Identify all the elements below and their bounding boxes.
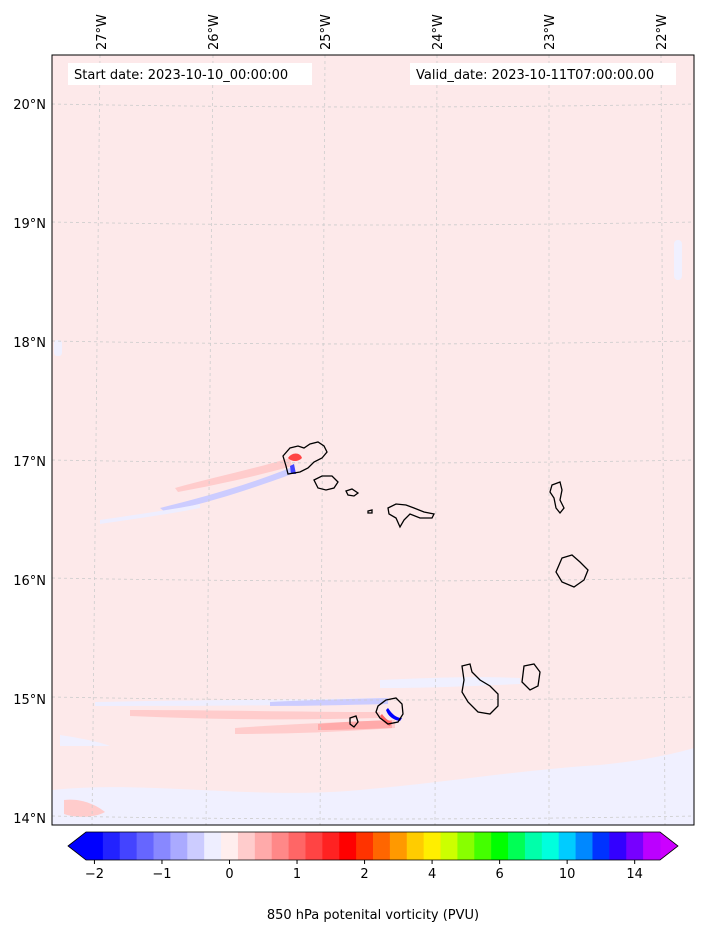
colorbar-bin: [204, 832, 222, 860]
colorbar-bin: [457, 832, 475, 860]
pv-wake-north-faint: [100, 504, 200, 524]
colorbar-tick-label: −2: [85, 867, 104, 882]
colorbar-bin: [339, 832, 357, 860]
colorbar-bin: [102, 832, 121, 860]
pv-low-patch-east: [674, 240, 682, 280]
colorbar-bin: [508, 832, 526, 860]
colorbar-bin: [305, 832, 323, 860]
colorbar-tick-label: 2: [360, 867, 368, 882]
colorbar-tick-label: −1: [152, 867, 171, 882]
colorbar-tick-label: 1: [293, 867, 301, 882]
lat-label-18n: 18°N: [13, 336, 46, 351]
coast-islet: [367, 509, 373, 514]
colorbar-bin: [474, 832, 492, 860]
pv-positive-peak-south: [380, 714, 392, 726]
colorbar-bin: [389, 832, 408, 860]
coast-brava: [349, 715, 359, 728]
colorbar-bin: [271, 832, 290, 860]
colorbar-bin: [406, 832, 425, 860]
colorbar-bin: [221, 832, 239, 860]
lat-label-17n: 17°N: [13, 455, 46, 470]
colorbar-bin: [373, 832, 391, 860]
colorbar-bin: [322, 832, 340, 860]
lon-label-22w: 22°W: [655, 14, 670, 50]
coastlines: [282, 441, 589, 728]
colorbar-tick-label: 6: [495, 867, 503, 882]
colorbar-bin: [423, 832, 442, 860]
colorbar-label: 850 hPa potenital vorticity (PVU): [267, 908, 479, 923]
lat-label-16n: 16°N: [13, 574, 46, 589]
colorbar-bin: [558, 832, 577, 860]
colorbar-bin: [170, 832, 188, 860]
colorbar-ticks: −2 −1 0 1 2 4 6 10 14: [85, 860, 643, 882]
gridlines: [51, 54, 695, 826]
valid-date-label: Valid_date: 2023-10-11T07:00:00.00: [416, 68, 654, 83]
pv-positive-peak-north: [288, 453, 302, 461]
colorbar-bin: [524, 832, 543, 860]
colorbar-bins: [86, 832, 661, 860]
colorbar-bin: [491, 832, 509, 860]
lon-label-24w: 24°W: [431, 14, 446, 50]
map-background: [52, 55, 694, 825]
colorbar-bin: [575, 832, 594, 860]
colorbar-bin: [592, 832, 610, 860]
pv-negative-peak-south: [386, 708, 402, 721]
colorbar-bin: [119, 832, 138, 860]
coast-santiago: [461, 663, 499, 715]
lat-label-15n: 15°N: [13, 693, 46, 708]
colorbar-tick-label: 0: [225, 867, 233, 882]
lon-label-23w: 23°W: [543, 14, 558, 50]
map-frame: [51, 54, 695, 826]
pv-low-region: [52, 748, 694, 825]
coast-santa-luzia: [345, 488, 360, 497]
lat-label-14n: 14°N: [13, 812, 46, 827]
colorbar-bin: [643, 832, 661, 860]
pv-low-streak: [380, 677, 520, 688]
start-date-box: [68, 63, 312, 85]
colorbar-bin: [356, 832, 374, 860]
coast-maio: [521, 663, 541, 691]
coast-santo-antao: [282, 441, 328, 475]
colorbar-extend-under: [68, 832, 86, 860]
pv-negative-peak-north: [290, 464, 296, 474]
coast-sao-vicente: [313, 475, 339, 491]
colorbar-bin: [541, 832, 560, 860]
colorbar-bin: [609, 832, 627, 860]
colorbar-bin: [254, 832, 273, 860]
colorbar-bin: [237, 832, 256, 860]
pv-low-patch-west: [54, 340, 62, 356]
start-date-label: Start date: 2023-10-10_00:00:00: [74, 68, 288, 83]
colorbar-bin: [136, 832, 155, 860]
colorbar-outline: [67, 831, 679, 861]
coast-boa-vista: [555, 554, 589, 588]
pv-wake-north-positive: [175, 458, 292, 492]
colorbar-extend-over: [660, 832, 678, 860]
colorbar-bin: [626, 832, 644, 860]
lat-label-20n: 20°N: [13, 98, 46, 113]
pv-wake-south-positive: [130, 710, 380, 720]
coast-fogo: [375, 697, 404, 725]
lon-label-25w: 25°W: [319, 14, 334, 50]
pv-low-patch: [60, 735, 110, 746]
lat-label-19n: 19°N: [13, 217, 46, 232]
coast-sal: [549, 481, 565, 515]
colorbar-tick-label: 10: [559, 867, 576, 882]
colorbar-bin: [86, 832, 104, 860]
coast-sao-nicolau: [387, 503, 435, 529]
colorbar-bin: [288, 832, 307, 860]
pv-wake-north-negative: [160, 468, 292, 512]
colorbar-bin: [153, 832, 172, 860]
valid-date-box: [410, 63, 676, 85]
lon-label-26w: 26°W: [207, 14, 222, 50]
lon-label-27w: 27°W: [95, 14, 110, 50]
colorbar-bin: [187, 832, 205, 860]
colorbar-bin: [440, 832, 459, 860]
colorbar-tick-label: 4: [428, 867, 436, 882]
pv-positive-patch-sw: [64, 799, 105, 817]
colorbar-tick-label: 14: [626, 867, 643, 882]
colorbar: −2 −1 0 1 2 4 6 10 14: [67, 831, 679, 882]
